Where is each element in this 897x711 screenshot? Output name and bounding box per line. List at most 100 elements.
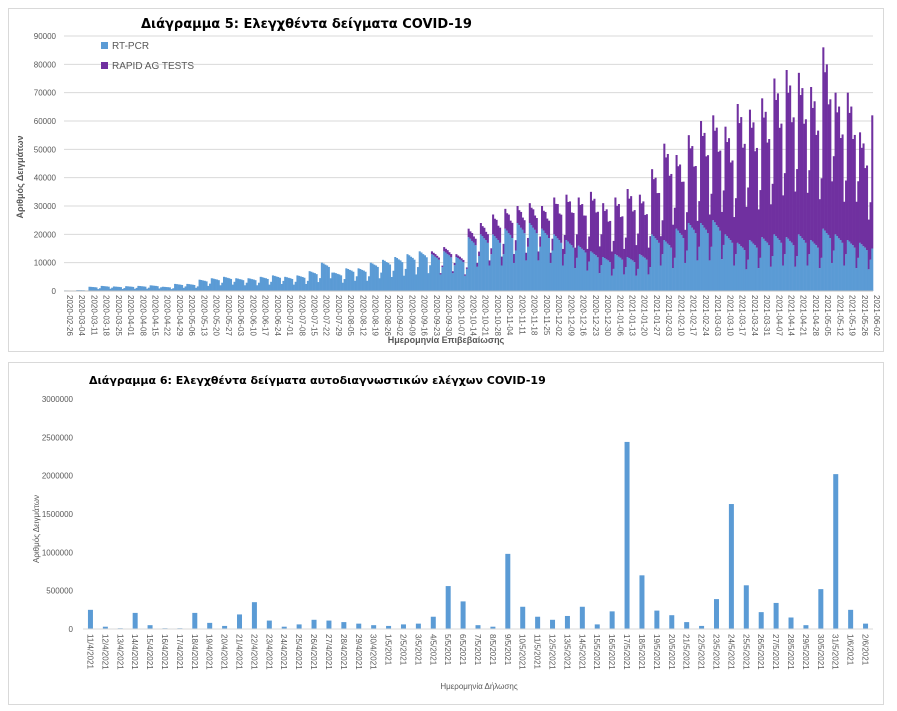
bar-rtpcr [191, 284, 194, 291]
bar-rtpcr [154, 285, 157, 291]
bar-rtpcr [282, 280, 285, 291]
bar-rtpcr [628, 258, 631, 291]
bar-rapid [761, 98, 764, 238]
y-tick-label: 50000 [34, 145, 57, 154]
bar-rtpcr [593, 254, 596, 291]
y-tick-label: 1500000 [42, 510, 74, 519]
bar-rtpcr [769, 266, 772, 291]
x-tick-label: 18/5/2021 [637, 634, 646, 670]
x-tick-label: 22/4/2021 [249, 634, 258, 670]
bar-rtpcr [668, 245, 671, 291]
bar-rapid [799, 95, 802, 237]
bar-rtpcr [392, 270, 395, 291]
bar-rtpcr [133, 288, 136, 291]
bar-rtpcr [135, 287, 138, 291]
bar-rtpcr [308, 271, 311, 291]
x-tick-label: 2020-12-30 [603, 295, 612, 336]
bar-self-test [445, 586, 451, 629]
bar-rtpcr [357, 268, 360, 291]
bar-rtpcr [394, 257, 397, 291]
x-tick-label: 2020-05-20 [212, 295, 221, 336]
chart-2-y-axis-label: Αριθμός Δειγμάτων [32, 495, 41, 563]
x-tick-label: 2020-04-08 [138, 295, 147, 336]
bar-rapid [437, 257, 440, 260]
x-tick-label: 2020-08-05 [346, 295, 355, 336]
bar-rtpcr [296, 275, 299, 291]
bar-rapid [603, 211, 606, 259]
bar-rtpcr [694, 233, 697, 291]
bar-rapid [713, 130, 717, 223]
bar-self-test [535, 616, 541, 629]
bar-rapid [762, 117, 765, 239]
bar-rtpcr [794, 266, 797, 291]
bar-rtpcr [216, 279, 219, 291]
bar-rtpcr [223, 276, 226, 291]
bar-rtpcr [479, 234, 482, 291]
bar-rtpcr [481, 236, 484, 291]
bar-rtpcr [249, 278, 252, 291]
bar-self-test [579, 606, 585, 629]
bar-rapid [450, 254, 453, 258]
bar-rtpcr [382, 259, 385, 291]
bar-rapid [825, 64, 828, 234]
bar-rtpcr [207, 285, 210, 291]
bar-rtpcr [224, 277, 227, 291]
bar-rtpcr [476, 266, 479, 291]
x-tick-label: 2020-11-11 [517, 295, 526, 335]
bar-rtpcr [649, 267, 652, 291]
bar-rtpcr [167, 287, 170, 291]
bar-rtpcr [811, 241, 814, 291]
bar-rtpcr [231, 284, 234, 291]
bar-rapid [584, 215, 587, 253]
x-tick-label: 23/5/2021 [711, 634, 720, 670]
legend-label-rtpcr: RT-PCR [112, 41, 149, 52]
bar-self-test [788, 617, 794, 629]
x-tick-label: 2020-06-10 [248, 295, 257, 336]
bar-rtpcr [93, 287, 96, 291]
bar-rtpcr [603, 258, 606, 291]
bar-rtpcr [549, 262, 552, 291]
x-tick-label: 31/5/2021 [831, 634, 840, 670]
bar-rapid [561, 248, 565, 266]
x-tick-label: 2020-05-27 [224, 295, 233, 336]
bar-rtpcr [243, 285, 247, 291]
bar-rtpcr [680, 234, 683, 291]
bar-rapid [474, 238, 477, 246]
bar-rtpcr [285, 277, 288, 291]
bar-rtpcr [196, 286, 199, 291]
x-tick-label: 2021-03-10 [725, 295, 734, 336]
bar-rapid [792, 117, 795, 246]
bar-rtpcr [149, 285, 152, 291]
bar-rtpcr [726, 236, 729, 291]
bar-rapid [504, 208, 507, 229]
bar-rapid [464, 274, 467, 276]
bar-rtpcr [324, 264, 327, 291]
bar-rtpcr [736, 242, 739, 291]
bar-rtpcr [439, 274, 442, 291]
bar-rtpcr [172, 288, 175, 291]
bar-self-test [684, 622, 690, 629]
bar-self-test [430, 616, 436, 629]
bar-rapid [645, 214, 648, 260]
bar-rtpcr [869, 259, 872, 291]
bar-rtpcr [635, 275, 638, 291]
bar-rapid [703, 132, 706, 228]
chart-1-y-axis-label: Αριθμός Δειγμάτων [15, 136, 25, 219]
bar-rapid [780, 123, 783, 243]
bar-rapid [722, 190, 725, 245]
bar-rapid [670, 173, 673, 248]
bar-rapid [628, 198, 631, 259]
bar-rapid [451, 271, 454, 274]
bar-rtpcr [195, 287, 198, 291]
bar-rtpcr [132, 286, 135, 291]
x-tick-label: 2020-04-15 [150, 295, 159, 336]
bar-rapid [619, 217, 622, 258]
bar-rtpcr [158, 288, 161, 291]
bar-rtpcr [406, 254, 409, 291]
bar-self-test [758, 612, 764, 629]
bar-rtpcr [775, 236, 778, 291]
x-tick-label: 2020-07-29 [334, 295, 343, 336]
bar-rtpcr [659, 265, 662, 291]
x-tick-label: 2020-04-22 [163, 295, 172, 336]
bar-rapid [822, 47, 825, 229]
